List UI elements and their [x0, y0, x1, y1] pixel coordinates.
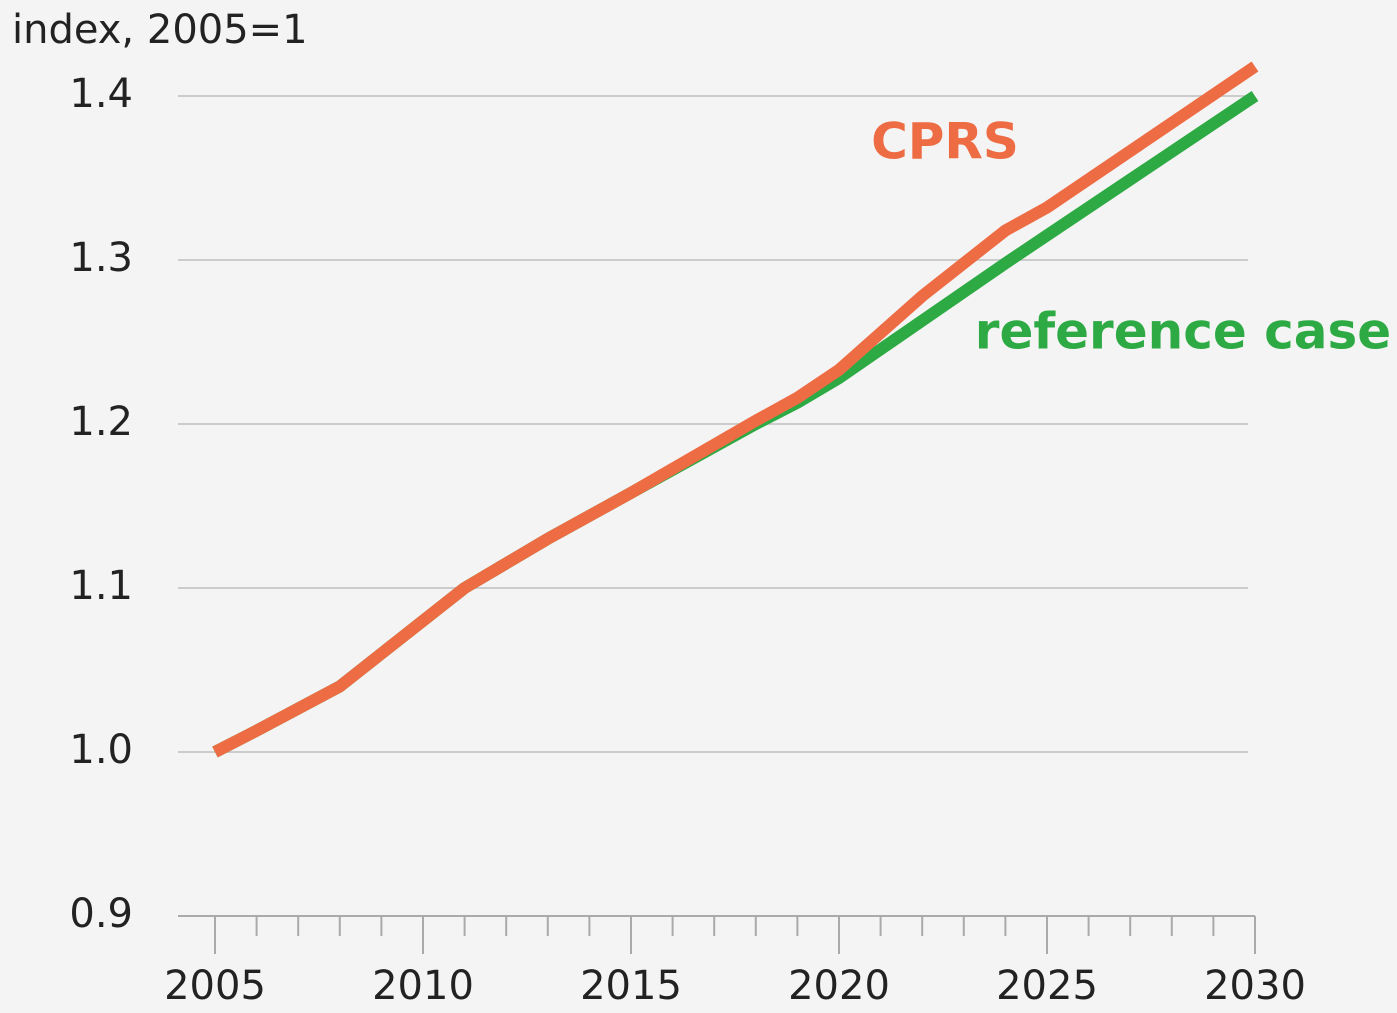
- y-tick-label: 1.3: [69, 235, 133, 281]
- series-label: reference case: [975, 303, 1391, 361]
- y-tick-label: 1.2: [69, 399, 133, 445]
- x-tick-label: 2010: [372, 963, 474, 1009]
- y-tick-label: 1.1: [69, 563, 133, 609]
- y-tick-label: 1.4: [69, 71, 133, 117]
- y-tick-label: 1.0: [69, 727, 133, 773]
- x-tick-label: 2005: [164, 963, 266, 1009]
- line-series: [212, 61, 1259, 758]
- y-axis-label: index, 2005=1: [12, 7, 308, 53]
- series-label: CPRS: [871, 113, 1019, 171]
- x-tick-label: 2015: [580, 963, 682, 1009]
- x-tick-label: 2025: [996, 963, 1098, 1009]
- x-tick-label: 2020: [788, 963, 890, 1009]
- x-tick-label: 2030: [1204, 963, 1306, 1009]
- y-tick-label: 0.9: [69, 891, 133, 937]
